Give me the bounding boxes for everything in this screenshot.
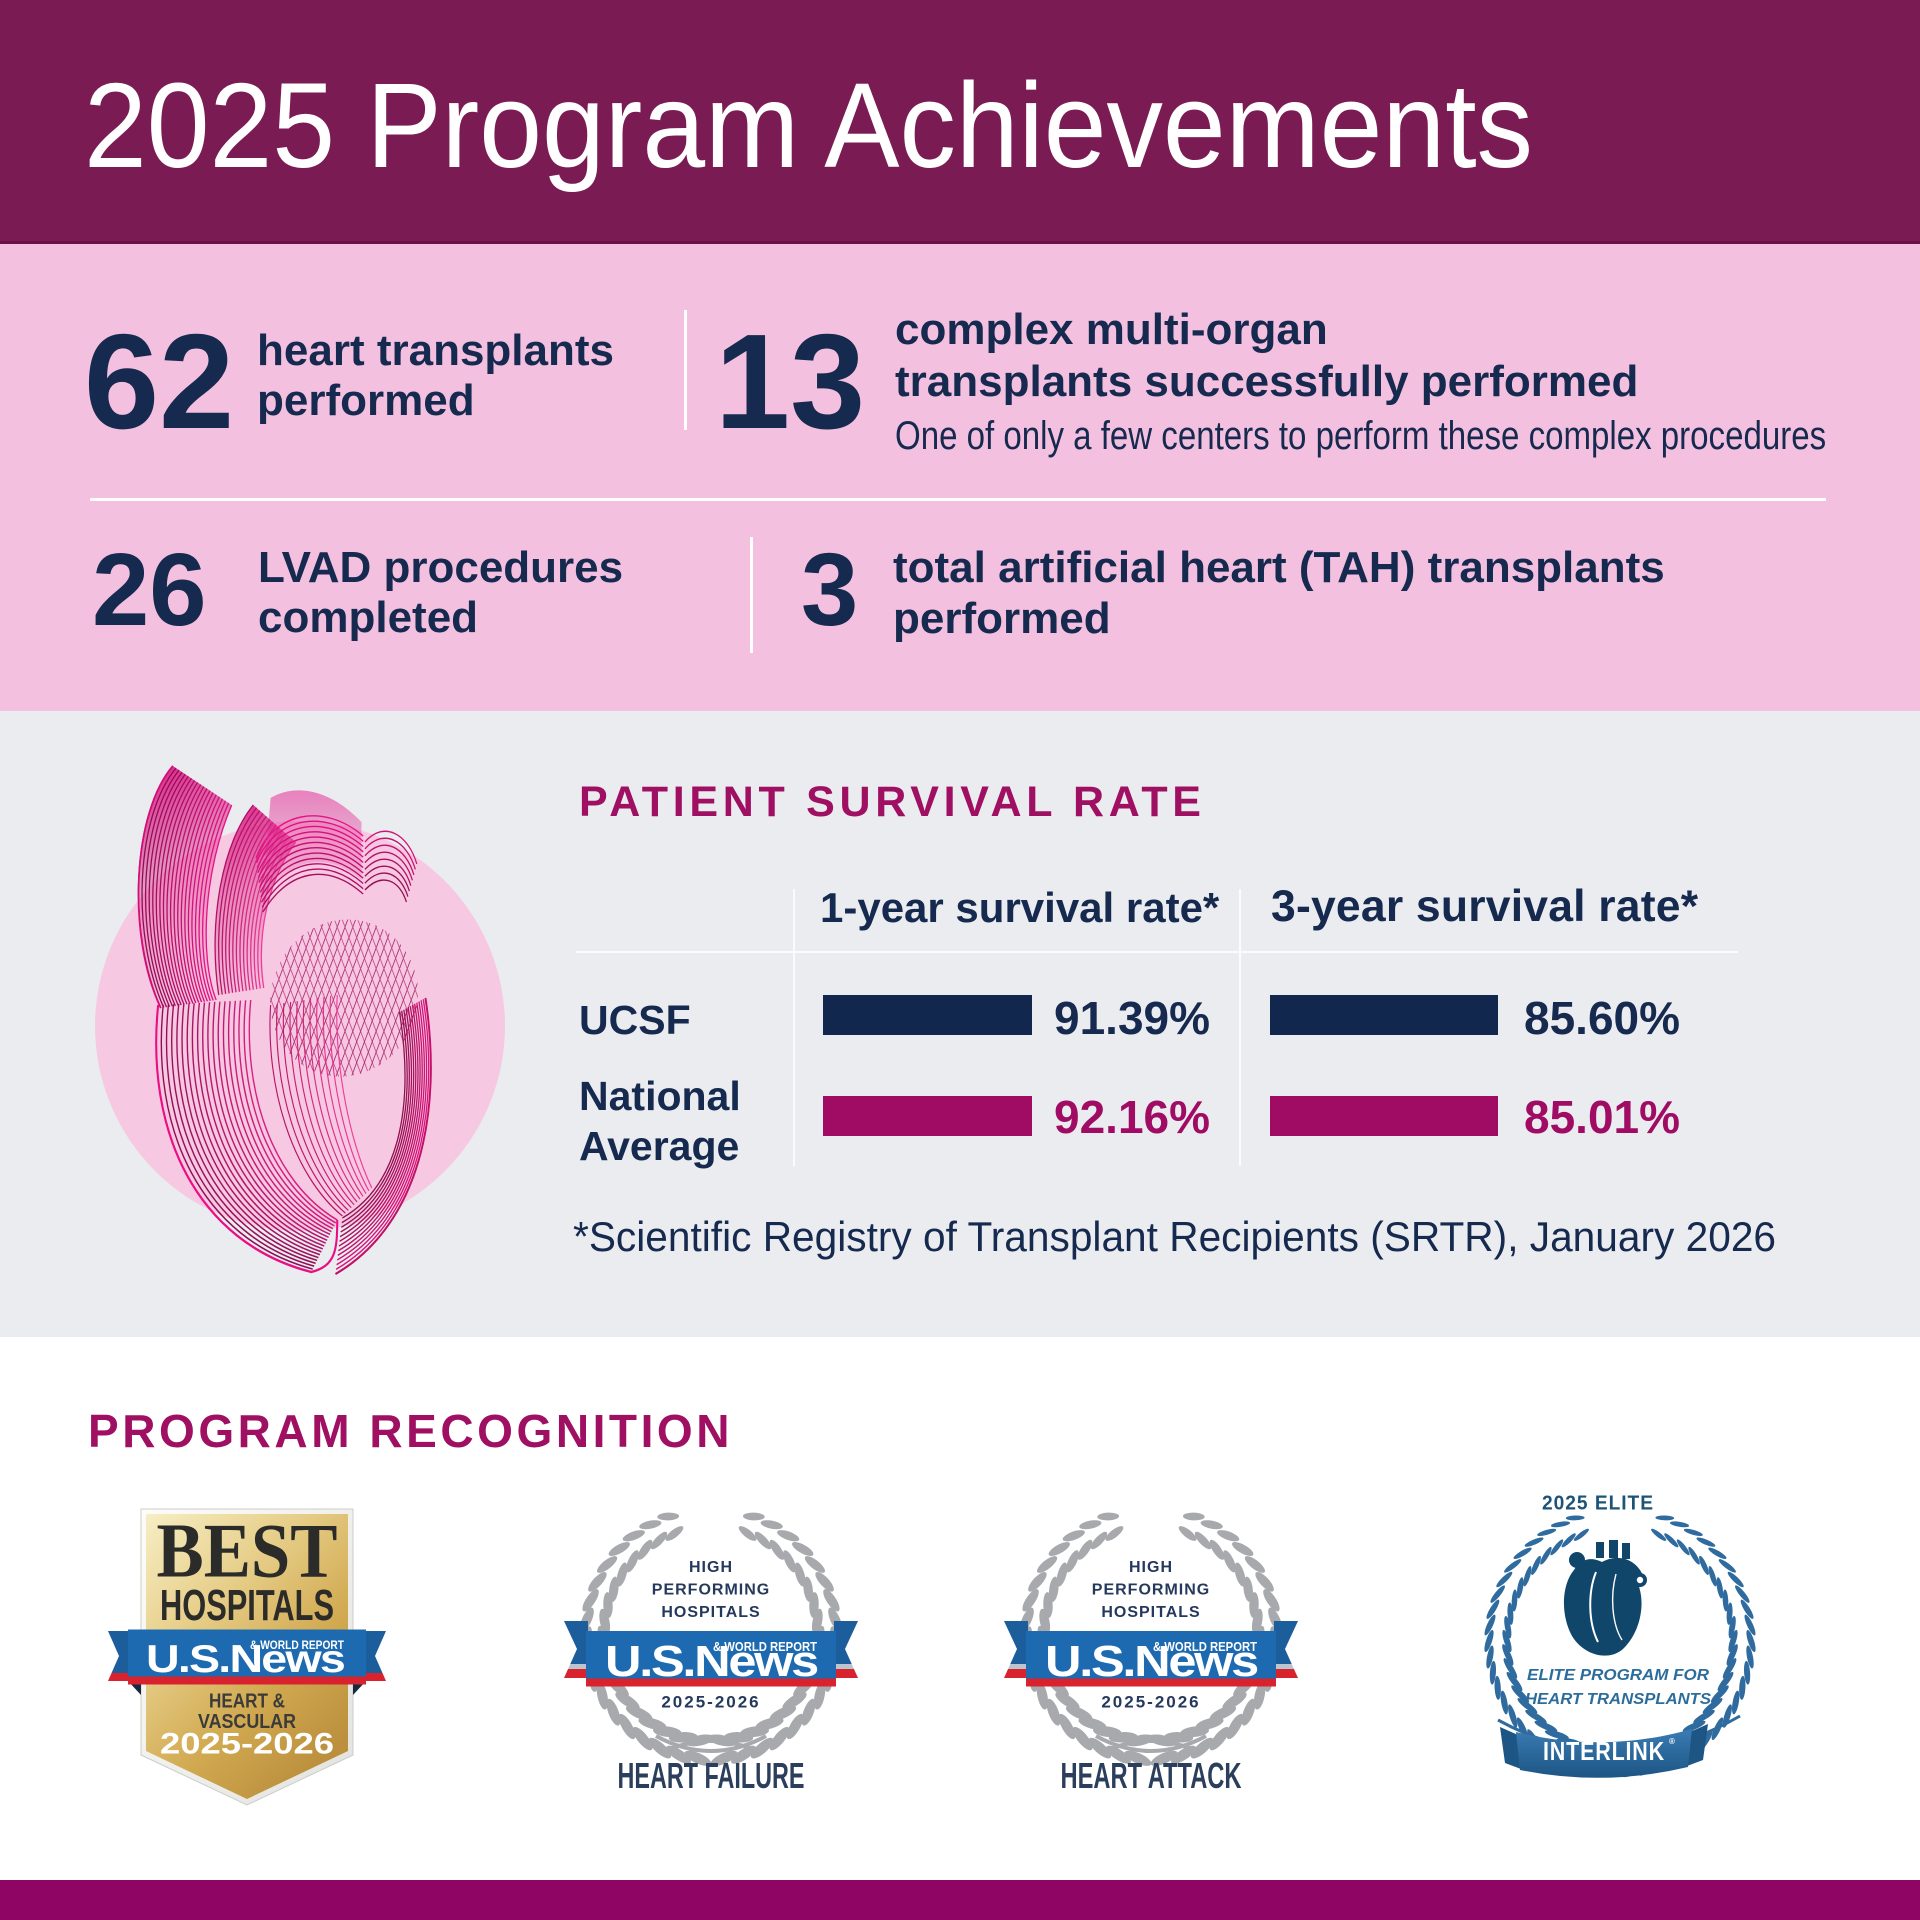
svg-text:2025-2026: 2025-2026 — [1101, 1693, 1200, 1712]
svg-text:HEART TRANSPLANTS: HEART TRANSPLANTS — [1525, 1691, 1712, 1708]
svg-text:PERFORMING: PERFORMING — [1092, 1582, 1210, 1599]
svg-text:HEART FAILURE: HEART FAILURE — [618, 1755, 805, 1796]
svg-text:INTERLINK: INTERLINK — [1543, 1736, 1665, 1766]
svg-text:2025-2026: 2025-2026 — [160, 1728, 334, 1761]
svg-text:U.S.News: U.S.News — [605, 1637, 818, 1686]
svg-text:& WORLD REPORT: & WORLD REPORT — [250, 1640, 344, 1652]
svg-text:HIGH: HIGH — [689, 1559, 733, 1576]
svg-text:HEART &: HEART & — [209, 1691, 285, 1713]
svg-text:®: ® — [1669, 1737, 1675, 1746]
svg-text:BEST: BEST — [157, 1508, 338, 1594]
svg-text:PERFORMING: PERFORMING — [652, 1582, 770, 1599]
svg-text:& WORLD REPORT: & WORLD REPORT — [713, 1639, 817, 1654]
svg-text:HOSPITALS: HOSPITALS — [661, 1604, 760, 1621]
svg-text:HEART ATTACK: HEART ATTACK — [1061, 1755, 1242, 1796]
svg-text:U.S.News: U.S.News — [146, 1638, 345, 1681]
svg-text:2025-2026: 2025-2026 — [661, 1693, 760, 1712]
svg-text:HIGH: HIGH — [1129, 1559, 1173, 1576]
svg-text:U.S.News: U.S.News — [1045, 1637, 1258, 1686]
svg-text:& WORLD REPORT: & WORLD REPORT — [1153, 1639, 1257, 1654]
svg-text:ELITE PROGRAM FOR: ELITE PROGRAM FOR — [1527, 1667, 1710, 1684]
svg-text:2025 ELITE: 2025 ELITE — [1542, 1493, 1654, 1515]
svg-text:HOSPITALS: HOSPITALS — [1101, 1604, 1200, 1621]
svg-text:VASCULAR: VASCULAR — [198, 1711, 296, 1733]
svg-text:HOSPITALS: HOSPITALS — [160, 1581, 334, 1630]
